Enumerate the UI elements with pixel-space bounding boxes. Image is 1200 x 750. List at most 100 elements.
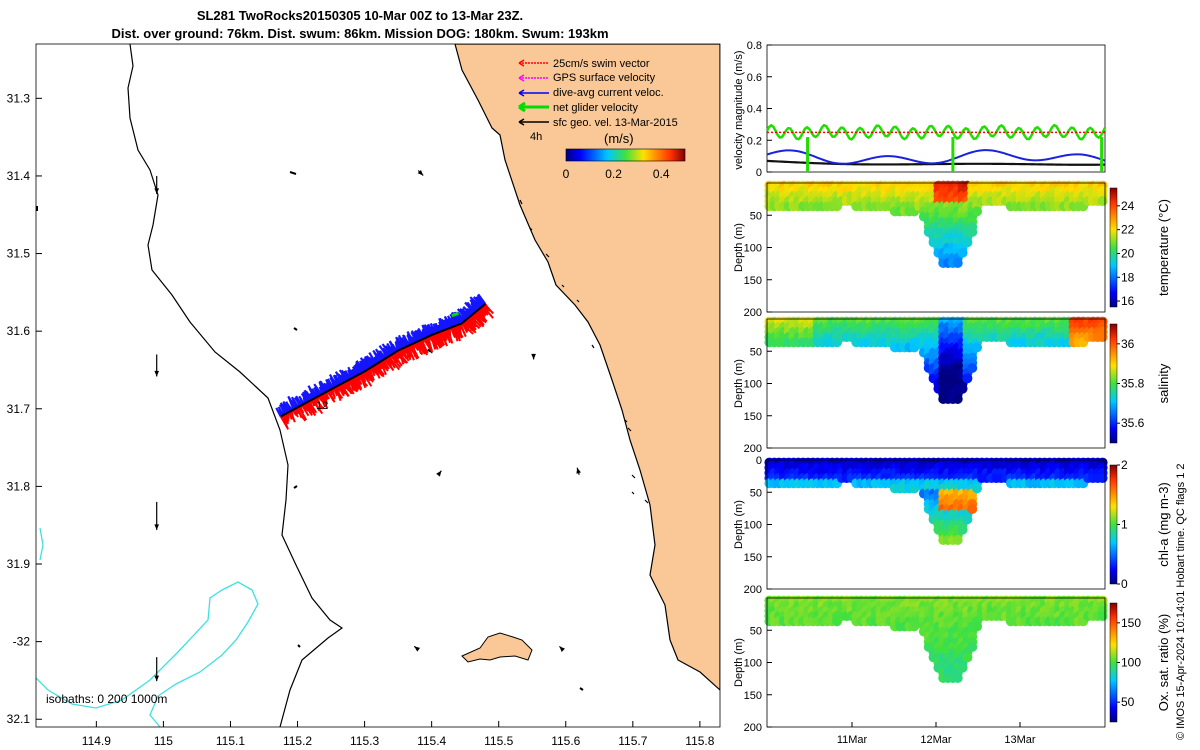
swim-vector xyxy=(450,327,456,339)
swim-vector xyxy=(370,366,376,377)
map-y-tick-label: 31.8 xyxy=(7,479,31,493)
current-vector xyxy=(282,400,291,413)
oxygen-cell xyxy=(967,642,978,653)
footer-credit: © IMOS 15-Apr-2024 10:14:01 Hobart time.… xyxy=(1175,463,1187,740)
swim-vector xyxy=(311,399,316,407)
current-vector xyxy=(311,388,318,398)
current-vector xyxy=(293,396,302,407)
current-vector xyxy=(351,366,359,376)
time-tick-label: 13Mar xyxy=(1004,734,1036,746)
temperature-colorbar-tick: 16 xyxy=(1121,294,1135,308)
oxygen-depth-label: Depth (m) xyxy=(733,638,745,687)
current-vector xyxy=(290,396,300,408)
velocity-panel: 0 0.2 0.4 0.6 0.8 velocity magnitude (m/s) xyxy=(733,40,1107,179)
current-vector xyxy=(276,409,283,417)
current-vector xyxy=(286,403,294,411)
current-vector xyxy=(308,392,315,400)
map-x-axis: 114.9 115 115.1 115.2 115.3 115.4 115.5 115.6 11… xyxy=(82,721,715,748)
current-vector xyxy=(378,350,387,360)
map-y-tick-label: -32 xyxy=(13,635,31,649)
chla-cell xyxy=(952,534,963,545)
chla-colorbar-tick: 2 xyxy=(1121,458,1128,472)
map-colorbar-tick-label: 0 xyxy=(563,167,570,181)
current-vector xyxy=(382,347,391,357)
salinity-cell xyxy=(967,363,978,374)
current-vector xyxy=(314,387,322,396)
map-y-tick-label: 31.9 xyxy=(7,557,31,571)
chart-title-line1: SL281 TwoRocks20150305 10-Mar 00Z to 13-… xyxy=(196,8,524,23)
current-vector xyxy=(391,344,399,352)
chla-colorbar xyxy=(1109,464,1118,585)
temperature-depth-tick: 200 xyxy=(744,307,762,319)
map-colorbar-ticks: 0 0.2 0.4 xyxy=(563,167,670,181)
velocity-y-tick-label: 0.4 xyxy=(747,104,762,116)
isobaths-label: isobaths: 0 200 1000m xyxy=(46,692,167,706)
swim-vector xyxy=(421,338,426,348)
oxygen-cell xyxy=(1097,611,1108,622)
geo-arrow-head xyxy=(154,370,160,377)
map-y-tick-label: 31.4 xyxy=(7,169,31,183)
salinity-depth-tick: 100 xyxy=(744,379,762,391)
map-x-tick-label: 115.6 xyxy=(551,734,580,748)
swim-vector xyxy=(401,348,410,362)
current-vector xyxy=(394,341,402,351)
oxygen-depth-tick: 100 xyxy=(744,658,762,670)
map-x-tick-label: 115.3 xyxy=(350,734,379,748)
temperature-colorbar xyxy=(1109,187,1118,308)
current-vector xyxy=(279,402,289,414)
velocity-y-label: velocity magnitude (m/s) xyxy=(733,50,745,169)
salinity-cell xyxy=(952,393,963,404)
salinity-depth-tick: 50 xyxy=(750,346,762,358)
swim-vector xyxy=(283,414,288,423)
geo-arrow-head xyxy=(414,646,421,652)
current-vector xyxy=(336,373,345,384)
swim-vector xyxy=(399,349,405,361)
oxygen-variable-label: Ox. sat. ratio (%) xyxy=(1156,614,1171,712)
temperature-cell xyxy=(957,247,968,258)
temperature-depth-tick: 100 xyxy=(744,243,762,255)
map-y-tick-label: 32.1 xyxy=(7,712,31,726)
chla-cell xyxy=(962,514,973,525)
current-vector xyxy=(279,404,287,415)
swim-vector xyxy=(281,415,289,430)
chart-title-line2: Dist. over ground: 76km. Dist. swum: 86k… xyxy=(111,26,609,41)
velocity-y-tick-label: 0.2 xyxy=(747,135,762,147)
oxygen-depth-tick: 50 xyxy=(750,625,762,637)
swim-vector xyxy=(304,402,311,412)
salinity-depth-label: Depth (m) xyxy=(733,359,745,408)
temperature-colorbar-tick: 22 xyxy=(1121,223,1135,237)
salinity-variable-label: salinity xyxy=(1156,363,1171,403)
oxygen-depth-tick: 150 xyxy=(744,690,762,702)
map-y-tick-label: 31.5 xyxy=(7,247,31,261)
swim-vector xyxy=(393,352,398,361)
legend-swim-vector: 25cm/s swim vector xyxy=(553,58,650,70)
geostrophic-velocity-arrows xyxy=(154,169,581,682)
swim-vector xyxy=(469,315,477,327)
map-x-tick-label: 115.1 xyxy=(216,734,245,748)
map-x-tick-label: 115.4 xyxy=(417,734,446,748)
map-x-tick-label: 115.2 xyxy=(283,734,312,748)
temperature-depth-label: Depth (m) xyxy=(733,223,745,272)
swim-vector xyxy=(288,411,293,420)
salinity-cell xyxy=(972,342,983,353)
salinity-cell xyxy=(962,373,973,384)
legend-gps-velocity: GPS surface velocity xyxy=(553,72,656,84)
current-vector xyxy=(477,293,487,305)
swim-vector xyxy=(320,394,326,407)
temperature-cell xyxy=(962,237,973,248)
current-vector xyxy=(410,336,417,344)
swim-vector xyxy=(373,364,384,377)
net-glider-vector xyxy=(451,311,459,318)
salinity-depth-tick: 200 xyxy=(744,443,762,455)
isobath-1000m xyxy=(127,44,344,727)
map-colorbar-label: (m/s) xyxy=(604,131,634,146)
swim-vector xyxy=(418,340,425,353)
velocity-y-axis: 0 0.2 0.4 0.6 0.8 xyxy=(747,40,772,179)
oxygen-colorbar-tick: 150 xyxy=(1121,616,1141,630)
oxygen-cell xyxy=(972,621,983,632)
swim-vector xyxy=(331,388,336,400)
legend-net-glider-velocity: net glider velocity xyxy=(553,102,638,114)
dive-avg-current-line xyxy=(766,149,1106,165)
chla-cell xyxy=(967,504,978,515)
